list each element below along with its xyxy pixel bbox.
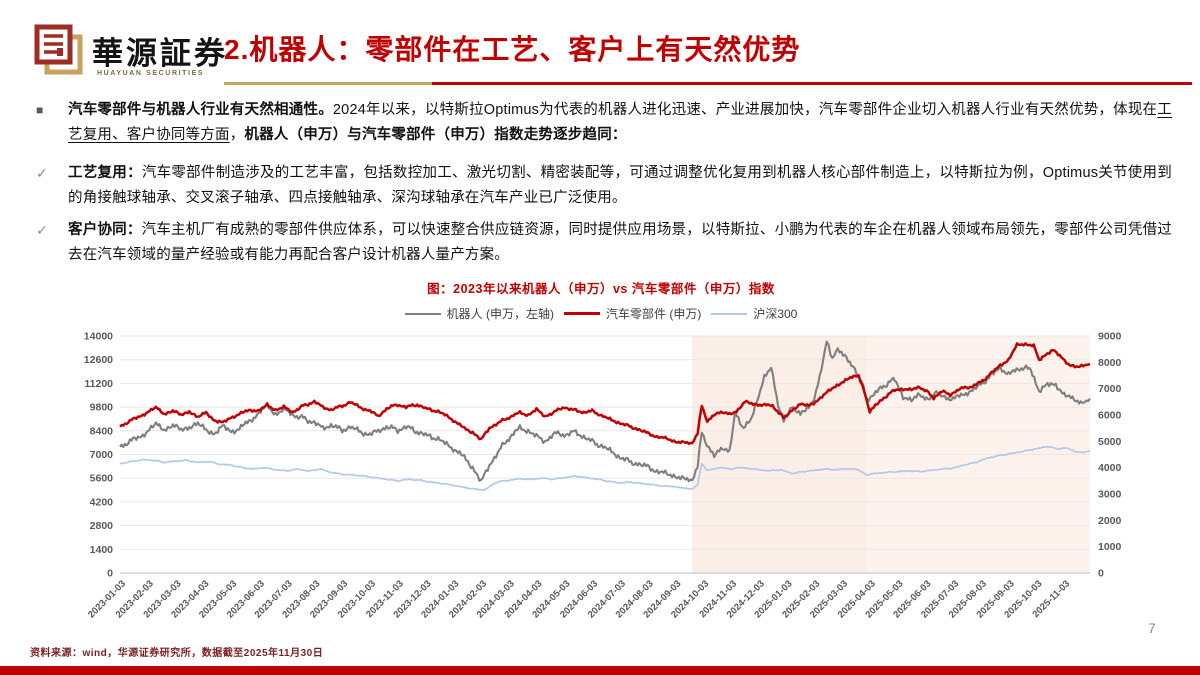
- left-axis-tick: 9800: [90, 402, 114, 414]
- left-axis-tick: 8400: [90, 425, 114, 437]
- index-comparison-chart: 图：2023年以来机器人（申万）vs 汽车零部件（申万）指数 机器人 (申万，左…: [70, 274, 1132, 646]
- bullet-process-reuse-text: 工艺复用：汽车零部件制造涉及的工艺丰富，包括数控加工、激光切割、精密装配等，可通…: [34, 161, 1172, 211]
- right-axis-tick: 1000: [1098, 541, 1122, 553]
- check-bullet-icon: ✓: [36, 165, 48, 181]
- bullet-overview-underlined: 工艺复用、客户协同等方面: [68, 102, 1172, 143]
- series-line: [119, 445, 1091, 492]
- right-axis-tick: 3000: [1098, 489, 1122, 501]
- legend-line-swatch: [563, 312, 600, 315]
- page-number: 7: [1148, 620, 1156, 636]
- legend-item: 沪深300: [711, 305, 797, 322]
- bullet-overview-body: 2024年以来，以特斯拉Optimus为代表的机器人进化迅速、产业进展加快，汽车…: [332, 102, 1158, 118]
- chart-title: 图：2023年以来机器人（申万）vs 汽车零部件（申万）指数: [427, 282, 775, 296]
- bullet-overview: ■ 汽车零部件与机器人行业有天然相通性。2024年以来，以特斯拉Optimus为…: [34, 98, 1172, 148]
- logo-name-cn: 華源証券: [92, 36, 228, 71]
- legend-item: 汽车零部件 (申万): [563, 305, 702, 322]
- bullet-customer-synergy-body: 汽车主机厂有成熟的零部件供应体系，可以快速整合供应链资源，同时提供应用场景，以特…: [68, 222, 1173, 263]
- logo-name-en: HUAYUAN SECURITIES: [97, 70, 205, 77]
- bullet-process-reuse: ✓ 工艺复用：汽车零部件制造涉及的工艺丰富，包括数控加工、激光切割、精密装配等，…: [34, 161, 1172, 211]
- right-axis-tick: 4000: [1098, 462, 1122, 474]
- right-axis-tick: 9000: [1098, 331, 1122, 343]
- title-underline: [224, 82, 1192, 85]
- right-axis-tick: 8000: [1098, 357, 1122, 369]
- right-axis-tick: 5000: [1098, 436, 1122, 448]
- left-axis-tick: 0: [107, 568, 113, 580]
- legend-item: 机器人 (申万，左轴): [404, 305, 554, 322]
- series-line: [119, 340, 1091, 483]
- square-bullet-icon: ■: [36, 103, 44, 117]
- bullet-customer-synergy-label: 客户协同：: [68, 222, 142, 238]
- bullet-overview-lead: 汽车零部件与机器人行业有天然相通性。: [68, 102, 333, 118]
- left-axis-tick: 11200: [84, 378, 113, 390]
- right-axis-tick: 6000: [1098, 410, 1122, 422]
- series-line: [119, 342, 1091, 446]
- bullet-customer-synergy-text: 客户协同：汽车主机厂有成熟的零部件供应体系，可以快速整合供应链资源，同时提供应用…: [34, 218, 1172, 268]
- legend-label: 机器人 (申万，左轴): [446, 307, 554, 321]
- right-axis-tick: 7000: [1098, 383, 1122, 395]
- right-axis-tick: 2000: [1098, 515, 1122, 527]
- legend-line-swatch: [404, 312, 441, 315]
- bullet-overview-sep: ，: [229, 127, 245, 143]
- chart-plot-area: 0 1400 2800 4200 5600 7000 8400 9800 11200 12600 1…: [84, 331, 1122, 621]
- left-axis-tick: 4200: [90, 496, 114, 508]
- bullet-customer-synergy: ✓ 客户协同：汽车主机厂有成熟的零部件供应体系，可以快速整合供应链资源，同时提供…: [34, 218, 1172, 268]
- left-axis-tick: 14000: [84, 331, 113, 343]
- legend-label: 汽车零部件 (申万): [605, 307, 702, 321]
- legend-label: 沪深300: [753, 307, 798, 321]
- left-axis-tick: 7000: [90, 449, 114, 461]
- bullet-overview-tail: 机器人（申万）与汽车零部件（申万）指数走势逐步趋同：: [244, 127, 627, 143]
- left-axis-tick: 1400: [90, 544, 114, 556]
- left-axis-tick: 5600: [90, 473, 114, 485]
- source-note: 资料来源：wind，华源证券研究所，数据截至2025年11月30日: [30, 648, 324, 659]
- bottom-accent-bar: [0, 666, 1200, 675]
- bullet-overview-text: 汽车零部件与机器人行业有天然相通性。2024年以来，以特斯拉Optimus为代表…: [34, 98, 1172, 148]
- right-axis-tick: 0: [1098, 568, 1104, 580]
- huayuan-logo-icon: [34, 24, 83, 75]
- bullet-process-reuse-body: 汽车零部件制造涉及的工艺丰富，包括数控加工、激光切割、精密装配等，可通过调整优化…: [68, 165, 1172, 206]
- bullet-process-reuse-label: 工艺复用：: [68, 165, 142, 181]
- left-axis-tick: 2800: [90, 520, 114, 532]
- page-title: 2.机器人：零部件在工艺、客户上有天然优势: [224, 34, 801, 65]
- check-bullet-icon: ✓: [36, 222, 48, 238]
- left-axis-tick: 12600: [84, 354, 113, 366]
- chart-legend: 机器人 (申万，左轴) 汽车零部件 (申万) 沪深300: [70, 305, 1132, 322]
- legend-line-swatch: [711, 312, 748, 315]
